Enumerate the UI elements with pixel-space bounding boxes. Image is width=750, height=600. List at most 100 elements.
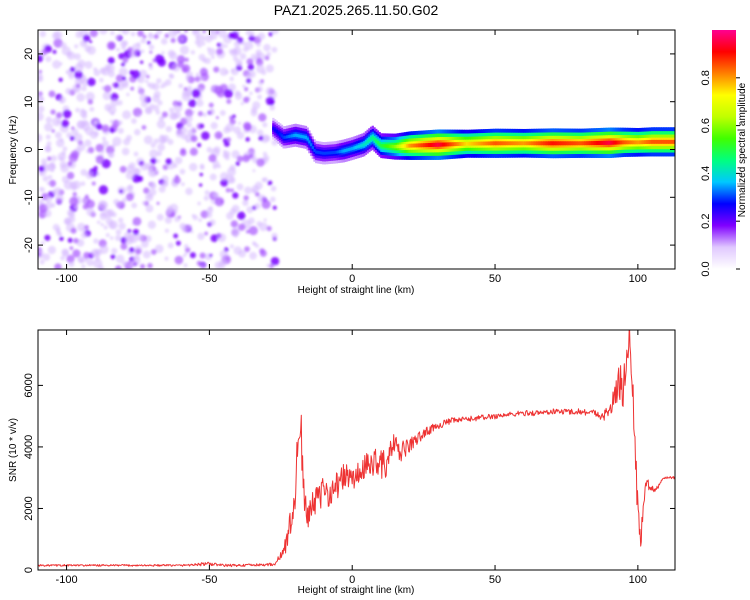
noise-blob: [84, 61, 93, 69]
ridge-cell: [356, 145, 359, 149]
noise-blob: [213, 146, 221, 154]
ridge-cell: [342, 149, 345, 153]
noise-blob: [120, 243, 128, 250]
noise-blob: [179, 168, 186, 175]
noise-blob: [67, 161, 73, 167]
ridge-cell: [469, 141, 472, 146]
noise-blob: [80, 169, 88, 176]
noise-blob: [161, 51, 165, 55]
ridge-cell: [455, 142, 458, 147]
noise-blob: [74, 63, 84, 73]
ridge-cell: [380, 144, 383, 148]
noise-blob: [177, 100, 182, 105]
ridge-cell: [592, 141, 596, 146]
ridge-cell: [477, 141, 481, 146]
noise-blob: [270, 196, 276, 203]
ridge-cell: [445, 142, 448, 147]
noise-blob: [199, 252, 206, 259]
noise-blob: [119, 189, 123, 194]
ridge-cell: [352, 146, 356, 150]
noise-blob: [208, 102, 214, 108]
noise-blob: [173, 111, 182, 119]
snr-panel: -100 -50 0 50 100 0 2000 4000 6000 Height of st…: [8, 329, 676, 596]
noise-blob: [271, 46, 278, 53]
noise-blob: [101, 124, 110, 133]
ridge-cell: [620, 140, 623, 145]
snr-x-axis: -100 -50 0 50 100: [56, 330, 647, 586]
noise-blob: [256, 221, 263, 227]
spectrogram-y-tick-label: 0: [23, 146, 35, 152]
noise-blob: [117, 127, 124, 134]
noise-blob: [244, 41, 254, 50]
ridge-cell: [572, 141, 575, 146]
noise-blob: [173, 103, 183, 113]
ridge-cell: [301, 135, 304, 139]
ridge-cell: [339, 150, 342, 154]
ridge-cell: [328, 151, 332, 155]
noise-blob: [202, 30, 206, 34]
noise-blob: [126, 92, 130, 97]
noise-blob: [61, 46, 71, 56]
ridge-cell: [311, 146, 314, 150]
ridge-cell: [426, 143, 429, 148]
noise-blob: [246, 58, 254, 66]
noise-blob: [74, 77, 83, 86]
noise-blob: [233, 246, 243, 255]
noise-blob: [160, 85, 164, 89]
noise-blob: [73, 133, 83, 143]
noise-blob: [99, 30, 108, 35]
snr-frame: [37, 329, 676, 571]
noise-blob: [104, 64, 112, 71]
noise-blob: [109, 236, 114, 240]
noise-blob: [179, 126, 188, 134]
noise-blob: [137, 76, 145, 84]
noise-blob: [267, 180, 273, 186]
ridge-cell: [616, 140, 620, 145]
ridge-cell: [407, 143, 410, 148]
noise-blob: [206, 47, 211, 51]
colorbar-label: Normalized spectral amplitude: [737, 82, 748, 217]
spectrogram-y-tick-label: -20: [23, 237, 35, 253]
noise-blob: [146, 82, 151, 87]
noise-blob: [243, 195, 249, 201]
noise-blob: [81, 78, 90, 87]
noise-blob: [73, 237, 79, 244]
noise-blob: [187, 85, 193, 91]
ridge-cell: [503, 141, 506, 146]
noise-blob: [38, 199, 44, 205]
ridge-cell: [597, 140, 601, 146]
noise-blob: [128, 162, 136, 170]
ridge-cell: [459, 142, 462, 146]
noise-blob: [198, 183, 203, 187]
noise-blob: [266, 225, 272, 232]
noise-blob: [111, 212, 117, 218]
noise-blob: [115, 229, 122, 235]
ridge-cell: [417, 143, 421, 148]
ridge-cell: [325, 151, 328, 155]
noise-blob: [198, 218, 202, 222]
ridge-cell: [551, 141, 554, 146]
noise-blob: [149, 103, 155, 110]
noise-blob: [125, 134, 132, 141]
noise-blob: [164, 216, 172, 224]
noise-blob: [226, 212, 234, 220]
noise-blob: [156, 201, 160, 205]
noise-blob: [253, 242, 257, 246]
noise-blob: [139, 263, 146, 269]
ridge-cell: [404, 144, 407, 148]
noise-blob: [144, 106, 153, 115]
ridge-cell: [294, 133, 297, 137]
noise-blob: [256, 64, 265, 74]
ridge-cell: [500, 141, 503, 146]
ridge-cell: [337, 150, 340, 154]
noise-blob: [172, 30, 179, 35]
noise-blob: [153, 90, 161, 98]
ridge-cell: [671, 139, 674, 144]
noise-blob: [229, 244, 234, 249]
noise-blob: [248, 225, 258, 236]
noise-blob: [161, 180, 169, 188]
ridge-cell: [580, 141, 584, 146]
noise-blob: [93, 67, 98, 72]
noise-blob: [73, 87, 79, 93]
